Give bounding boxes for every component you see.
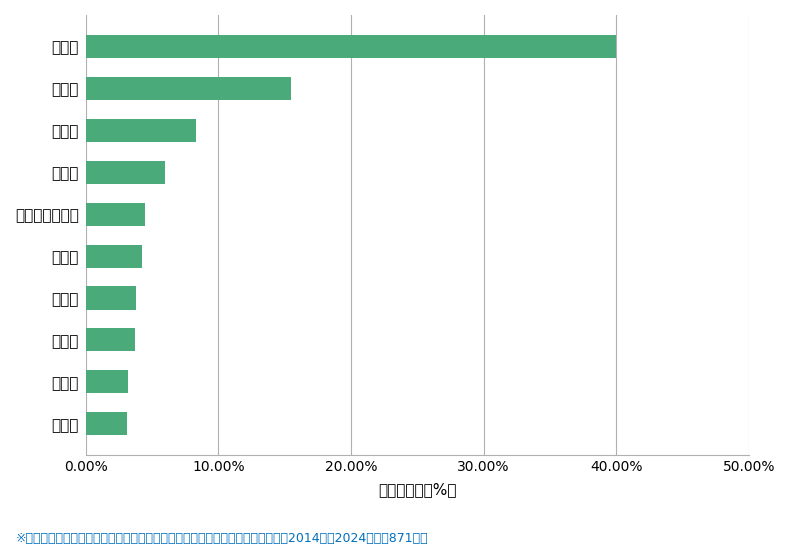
Bar	[86, 412, 127, 435]
Bar	[86, 35, 616, 58]
Bar	[86, 287, 136, 310]
Bar	[86, 77, 292, 100]
Bar	[86, 328, 135, 352]
Bar	[86, 245, 141, 268]
Bar	[86, 203, 145, 226]
X-axis label: 件数の割合（%）: 件数の割合（%）	[378, 483, 457, 498]
Bar	[86, 370, 128, 393]
Text: ※弊社受付の案件を対象に、受付時に市区町村の回答があったものを集計（期間2014年～2024年、計871件）: ※弊社受付の案件を対象に、受付時に市区町村の回答があったものを集計（期間2014…	[16, 532, 428, 545]
Bar	[86, 119, 196, 142]
Bar	[86, 161, 165, 184]
